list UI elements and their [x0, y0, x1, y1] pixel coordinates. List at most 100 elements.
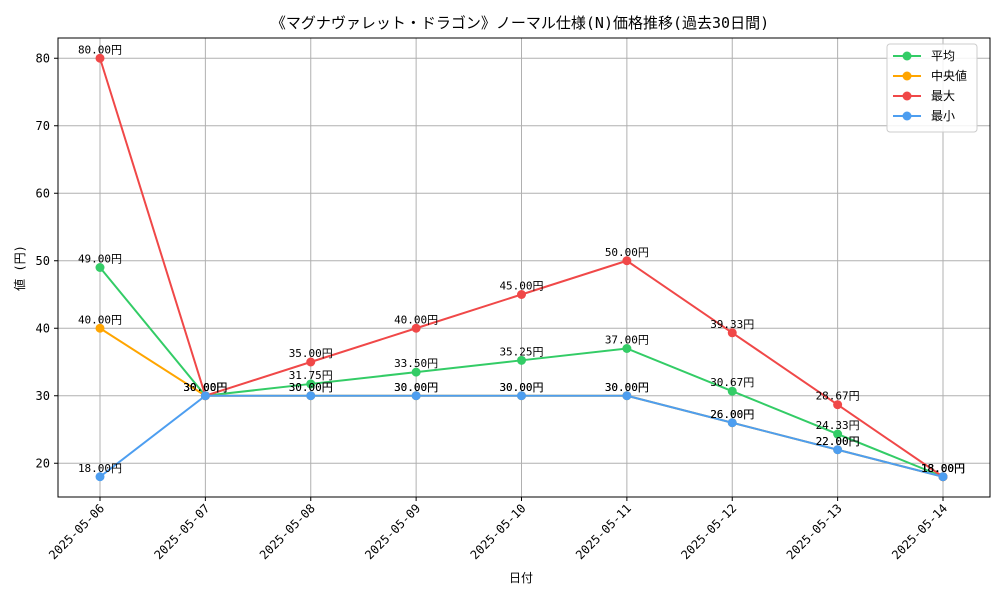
data-point: [517, 355, 526, 365]
data-label: 30.00円: [605, 381, 649, 394]
data-point: [411, 323, 421, 333]
x-axis-title: 日付: [509, 571, 533, 585]
data-point: [727, 386, 737, 396]
plot-frame: [57, 37, 991, 498]
y-tick-label: 60: [36, 186, 50, 200]
x-tick-label: 2025-05-06: [46, 501, 107, 562]
data-label-layer: 49.00円30.00円31.75円33.50円35.25円37.00円30.6…: [78, 43, 965, 475]
y-axis-title: 値 (円): [12, 245, 27, 291]
x-tick-label: 2025-05-08: [257, 501, 318, 562]
legend-item: 最大: [893, 89, 955, 103]
x-tick-label: 2025-05-07: [152, 501, 213, 562]
data-label: 80.00円: [78, 43, 122, 56]
data-label: 28.67円: [816, 390, 860, 403]
legend-label: 最小: [931, 109, 955, 123]
data-label: 18.00円: [921, 462, 965, 475]
data-point: [517, 290, 526, 299]
x-tick-label: 2025-05-14: [889, 501, 950, 562]
x-tick-label: 2025-05-13: [784, 501, 845, 562]
data-label: 30.00円: [605, 381, 649, 394]
legend-label: 中央値: [931, 68, 967, 83]
data-point: [306, 391, 316, 401]
data-label: 45.00円: [499, 280, 543, 293]
data-label: 50.00円: [605, 246, 649, 259]
data-point: [622, 391, 632, 401]
data-point: [517, 391, 526, 401]
data-point: [95, 263, 105, 272]
legend-swatch-marker: [902, 71, 912, 81]
legend-box: [886, 43, 978, 133]
data-label: 33.50円: [394, 357, 438, 370]
data-point: [727, 418, 737, 428]
data-label: 40.00円: [78, 313, 122, 326]
data-point: [306, 357, 316, 367]
data-label: 49.00円: [78, 253, 122, 266]
x-tick-label: 2025-05-11: [573, 501, 634, 562]
data-point: [622, 256, 632, 266]
data-label: 30.00円: [499, 381, 543, 394]
data-label: 30.00円: [183, 381, 227, 394]
data-label: 31.75円: [289, 369, 333, 382]
data-label: 18.00円: [921, 462, 965, 475]
data-label: 30.00円: [183, 381, 227, 394]
legend-swatch-marker: [902, 91, 912, 101]
axis-ticks: 2025-05-06 2025-05-07 2025-05-08 2025-05-09…: [36, 51, 951, 562]
data-point: [727, 328, 737, 338]
x-tick-label: 2025-05-12: [678, 501, 739, 562]
series-4: [95, 391, 948, 482]
data-label: 22.00円: [816, 435, 860, 448]
x-tick-label: 2025-05-09: [362, 501, 423, 562]
data-point: [95, 53, 105, 63]
legend-item: 平均: [893, 49, 955, 63]
data-label: 18.00円: [921, 462, 965, 475]
data-point: [622, 344, 632, 353]
data-label: 40.00円: [394, 313, 438, 326]
data-label: 30.00円: [289, 381, 333, 394]
data-point: [833, 445, 843, 455]
data-label: 26.00円: [710, 408, 754, 421]
data-label: 18.00円: [921, 462, 965, 475]
data-label: 26.00円: [710, 408, 754, 421]
data-point: [411, 367, 421, 377]
legend-label: 平均: [931, 49, 955, 63]
legend-item: 中央値: [893, 68, 967, 83]
data-label: 30.00円: [499, 381, 543, 394]
legend-label: 最大: [931, 89, 955, 103]
data-point: [95, 323, 105, 333]
legend-item: 最小: [893, 109, 955, 123]
data-label: 24.33円: [816, 419, 860, 432]
y-tick-label: 80: [36, 51, 50, 65]
data-point: [306, 379, 316, 389]
data-label: 18.00円: [78, 462, 122, 475]
y-tick-label: 30: [36, 389, 50, 403]
data-label: 35.00円: [289, 347, 333, 360]
data-label: 30.00円: [289, 381, 333, 394]
legend-swatch-marker: [902, 51, 912, 61]
data-label: 30.00円: [394, 381, 438, 394]
data-point: [200, 391, 210, 401]
y-tick-label: 70: [36, 119, 50, 133]
data-label: 30.00円: [183, 381, 227, 394]
legend-swatch-marker: [902, 111, 912, 121]
data-label: 35.25円: [499, 345, 543, 358]
data-label: 39.33円: [710, 318, 754, 331]
y-tick-label: 40: [36, 321, 50, 335]
y-tick-label: 50: [36, 254, 50, 268]
data-label: 30.00円: [394, 381, 438, 394]
data-point: [833, 429, 843, 439]
chart-title: 《マグナヴァレット・ドラゴン》ノーマル仕様(N)価格推移(過去30日間): [271, 14, 769, 32]
data-point: [938, 472, 948, 482]
data-point: [833, 400, 843, 410]
data-label: 30.00円: [183, 381, 227, 394]
data-point: [411, 391, 421, 401]
series-layer: [95, 53, 948, 482]
data-point: [95, 472, 105, 482]
data-label: 37.00円: [605, 334, 649, 347]
x-tick-label: 2025-05-10: [468, 501, 529, 562]
series-1: [95, 263, 948, 482]
data-label: 22.00円: [816, 435, 860, 448]
y-tick-label: 20: [36, 456, 50, 470]
data-label: 30.67円: [710, 376, 754, 389]
